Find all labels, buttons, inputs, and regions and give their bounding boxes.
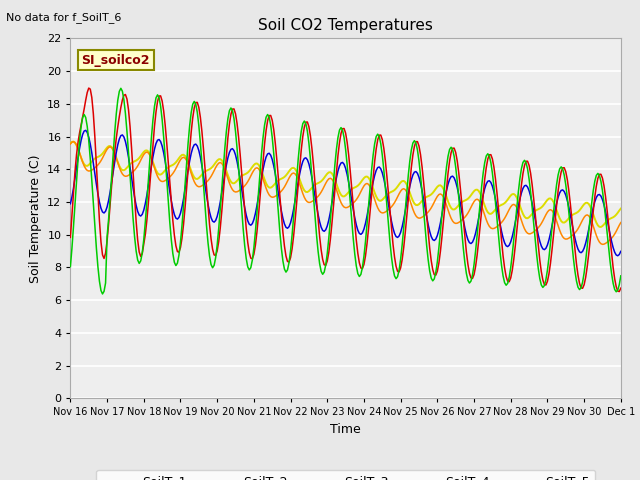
SoilT_4 xyxy=(117,85,125,91)
Title: Soil CO2 Temperatures: Soil CO2 Temperatures xyxy=(258,18,433,33)
SoilT_4 xyxy=(67,264,74,269)
SoilT_5 xyxy=(551,207,559,213)
X-axis label: Time: Time xyxy=(330,423,361,436)
SoilT_3 xyxy=(597,224,605,230)
SoilT_1 xyxy=(170,232,178,238)
SoilT_2 xyxy=(551,214,559,219)
SoilT_3 xyxy=(400,178,408,184)
Line: SoilT_2: SoilT_2 xyxy=(70,142,621,244)
SoilT_1 xyxy=(67,235,74,240)
SoilT_4 xyxy=(401,207,409,213)
SoilT_4 xyxy=(99,291,106,297)
Line: SoilT_4: SoilT_4 xyxy=(70,88,621,294)
SoilT_4 xyxy=(553,182,561,188)
Text: SI_soilco2: SI_soilco2 xyxy=(81,54,150,67)
SoilT_2 xyxy=(381,209,389,215)
SoilT_3 xyxy=(67,140,74,146)
SoilT_4 xyxy=(172,263,180,268)
SoilT_3 xyxy=(617,206,625,212)
SoilT_4 xyxy=(383,203,390,209)
SoilT_1 xyxy=(412,139,420,144)
SoilT_2 xyxy=(598,241,606,247)
SoilT_2 xyxy=(83,168,91,173)
SoilT_1 xyxy=(617,285,625,291)
SoilT_3 xyxy=(70,139,77,144)
SoilT_3 xyxy=(381,193,389,199)
SoilT_1 xyxy=(82,97,90,103)
SoilT_1 xyxy=(551,216,559,222)
SoilT_2 xyxy=(412,213,420,219)
SoilT_4 xyxy=(413,147,421,153)
Line: SoilT_5: SoilT_5 xyxy=(70,131,621,256)
SoilT_2 xyxy=(70,139,77,144)
SoilT_1 xyxy=(616,288,623,294)
SoilT_3 xyxy=(551,203,559,209)
SoilT_5 xyxy=(412,168,420,174)
SoilT_4 xyxy=(82,115,90,120)
SoilT_5 xyxy=(82,128,90,133)
Line: SoilT_1: SoilT_1 xyxy=(70,88,621,291)
SoilT_1 xyxy=(400,245,408,251)
SoilT_5 xyxy=(617,249,625,254)
SoilT_2 xyxy=(170,168,178,174)
SoilT_1 xyxy=(381,158,389,164)
SoilT_2 xyxy=(67,141,74,147)
Line: SoilT_3: SoilT_3 xyxy=(70,142,621,227)
SoilT_5 xyxy=(67,201,74,206)
SoilT_1 xyxy=(85,85,93,91)
SoilT_5 xyxy=(83,130,91,135)
SoilT_5 xyxy=(381,183,389,189)
Text: No data for f_SoilT_6: No data for f_SoilT_6 xyxy=(6,12,122,23)
SoilT_3 xyxy=(170,161,178,167)
Legend: SoilT_1, SoilT_2, SoilT_3, SoilT_4, SoilT_5: SoilT_1, SoilT_2, SoilT_3, SoilT_4, Soil… xyxy=(96,470,595,480)
SoilT_5 xyxy=(614,253,621,259)
SoilT_2 xyxy=(400,186,408,192)
SoilT_2 xyxy=(617,220,625,226)
SoilT_5 xyxy=(170,212,178,217)
SoilT_4 xyxy=(617,273,625,279)
SoilT_3 xyxy=(412,202,420,208)
Y-axis label: Soil Temperature (C): Soil Temperature (C) xyxy=(29,154,42,283)
SoilT_3 xyxy=(83,163,91,169)
SoilT_5 xyxy=(400,216,408,222)
